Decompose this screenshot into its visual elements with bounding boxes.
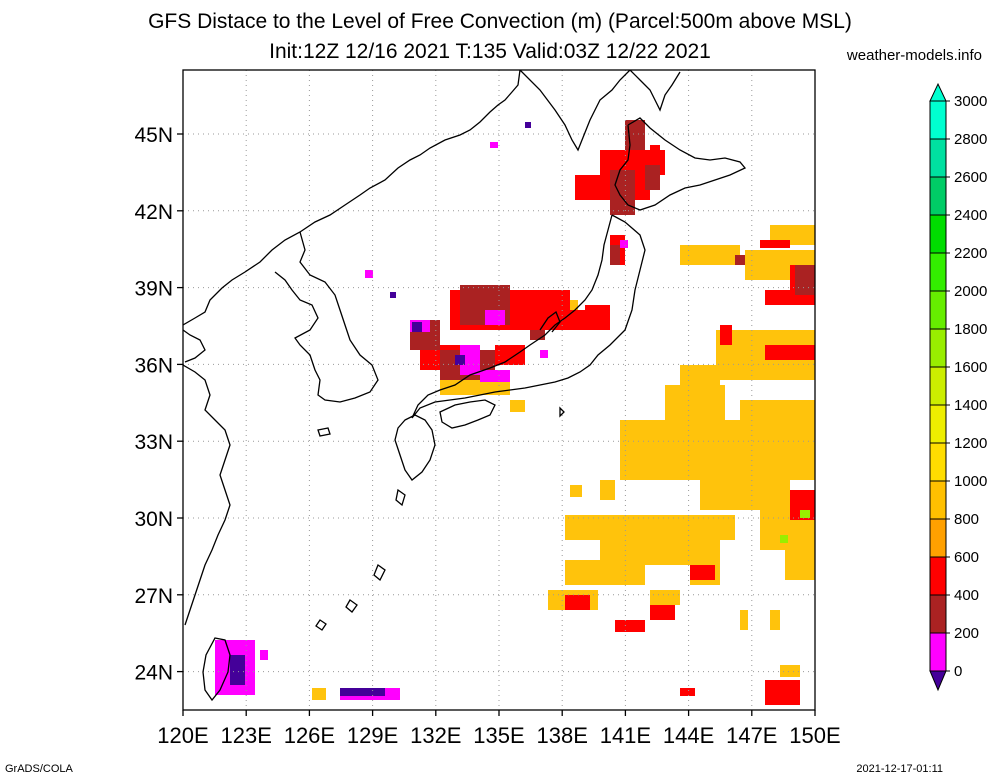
lon-tick-label: 120E	[157, 723, 208, 748]
lon-tick-label: 141E	[600, 723, 651, 748]
colorbar-bin	[929, 100, 947, 140]
lat-tick-label: 33N	[134, 431, 173, 454]
coast-honshu	[411, 214, 646, 419]
coast-ryukyu-3	[345, 599, 358, 613]
lat-tick-label: 42N	[134, 201, 173, 224]
colorbar-label: 800	[954, 511, 979, 528]
coast-asia-mainland	[183, 70, 521, 326]
colorbar-label: 400	[954, 587, 979, 604]
colorbar-bin	[929, 594, 947, 634]
footer-timestamp: 2021-12-17-01:11	[856, 763, 943, 775]
colorbar-bin	[929, 290, 947, 330]
coast-bohai	[183, 329, 206, 363]
colorbar-top-arrow	[929, 82, 947, 102]
colorbar-bin	[929, 518, 947, 558]
colorbar-label: 2600	[954, 169, 987, 186]
field-purple	[230, 122, 531, 696]
coast-noto	[539, 310, 561, 333]
lon-tick-label: 150E	[789, 723, 840, 748]
colorbar-label: 600	[954, 549, 979, 566]
coast-korea	[274, 231, 379, 403]
colorbar-bin	[929, 632, 947, 672]
lon-tick-label: 147E	[726, 723, 777, 748]
colorbar-bottom-arrow	[929, 670, 947, 692]
colorbar-label: 200	[954, 625, 979, 642]
coast-jeju	[317, 427, 331, 437]
colorbar-label: 1800	[954, 321, 987, 338]
colorbar-label: 1600	[954, 359, 987, 376]
colorbar-label: 3000	[954, 93, 987, 110]
colorbar-bin	[929, 480, 947, 520]
coast-sakhalin	[629, 70, 681, 112]
coast-izu	[559, 406, 565, 418]
colorbar-label: 2400	[954, 207, 987, 224]
colorbar-label: 0	[954, 663, 962, 680]
lon-tick-label: 135E	[473, 723, 524, 748]
lon-tick-label: 144E	[663, 723, 714, 748]
coast-ryukyu-2	[373, 563, 386, 582]
lat-tick-label: 30N	[134, 508, 173, 531]
colorbar-bin	[929, 138, 947, 178]
lat-tick-label: 36N	[134, 354, 173, 377]
lon-tick-label: 129E	[347, 723, 398, 748]
lat-tick-label: 27N	[134, 585, 173, 608]
lon-axis: 120E 123E 126E 129E 132E 135E 138E 141E 144E 147E…	[157, 710, 841, 748]
coast-taiwan	[202, 637, 231, 702]
lat-tick-label: 24N	[134, 662, 173, 685]
coast-hokkaido	[614, 117, 747, 211]
colorbar-bin	[929, 556, 947, 596]
title-line-1: GFS Distace to the Level of Free Convect…	[148, 10, 852, 33]
lon-tick-label: 126E	[284, 723, 335, 748]
colorbar-label: 2200	[954, 245, 987, 262]
coast-ryukyu-4	[315, 619, 327, 631]
coast-russia-east	[519, 70, 631, 152]
coast-ryukyu-1	[395, 488, 406, 507]
colorbar-bin	[929, 328, 947, 368]
site-credit: weather-models.info	[846, 47, 982, 64]
colorbar: 3000280026002400220020001800160014001200…	[929, 82, 987, 692]
lat-tick-label: 39N	[134, 278, 173, 301]
field-orange-yellow	[312, 225, 815, 700]
lon-tick-label: 132E	[410, 723, 461, 748]
lon-tick-label: 123E	[221, 723, 272, 748]
colorbar-bin	[929, 366, 947, 406]
field-brown	[410, 120, 815, 380]
lat-tick-label: 45N	[134, 124, 173, 147]
colorbar-bin	[929, 442, 947, 482]
colorbar-bin	[929, 214, 947, 254]
lat-axis: 45N 42N 39N 36N 33N 30N 27N 24N	[134, 124, 183, 685]
coast-china-east	[183, 364, 231, 626]
colorbar-label: 1000	[954, 473, 987, 490]
field-green	[780, 510, 810, 543]
title-line-2: Init:12Z 12/16 2021 T:135 Valid:03Z 12/2…	[269, 40, 711, 63]
lon-tick-label: 138E	[537, 723, 588, 748]
colorbar-label: 2000	[954, 283, 987, 300]
colorbar-label: 1200	[954, 435, 987, 452]
colorbar-bin	[929, 252, 947, 292]
field-magenta	[215, 142, 628, 700]
coast-kyushu	[394, 414, 436, 481]
colorbar-label: 2800	[954, 131, 987, 148]
lfc-field	[215, 120, 815, 705]
map-grid	[183, 70, 815, 710]
coastlines	[183, 70, 747, 702]
coast-shikoku	[439, 399, 496, 429]
colorbar-label: 1400	[954, 397, 987, 414]
colorbar-bin	[929, 404, 947, 444]
footer-credit: GrADS/COLA	[5, 763, 73, 775]
colorbar-bin	[929, 176, 947, 216]
